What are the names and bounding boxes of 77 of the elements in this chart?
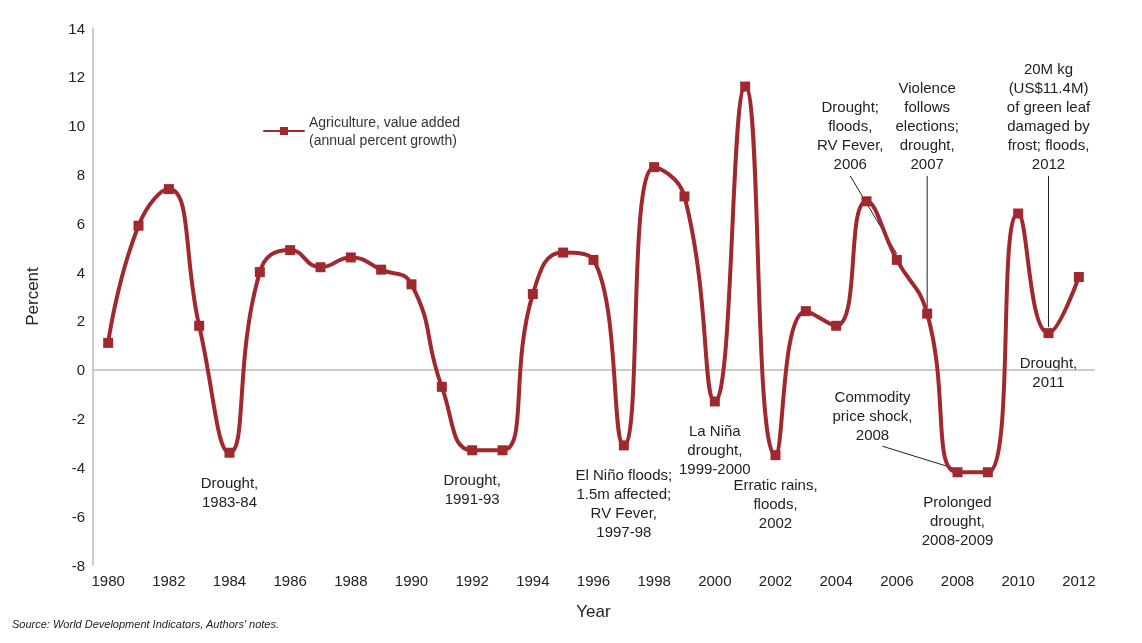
y-tick-label: -2	[71, 410, 85, 428]
point	[1043, 328, 1054, 339]
point	[497, 445, 508, 456]
point	[1073, 271, 1084, 282]
point	[740, 81, 751, 92]
point	[406, 279, 417, 290]
y-tick-label: -8	[71, 556, 85, 574]
x-tick-label: 2004	[819, 572, 853, 589]
point	[436, 381, 447, 392]
x-tick-label: 1988	[334, 572, 368, 589]
x-tick-label: 2012	[1062, 572, 1096, 589]
y-tick-label: 14	[68, 19, 85, 37]
y-tick-label: 6	[76, 214, 85, 232]
annotation: Drought, 1991-93	[443, 471, 501, 508]
point	[194, 320, 205, 331]
point	[254, 267, 265, 278]
annotation: 20M kg (US$11.4M) of green leaf damaged by frost; floods, 2012	[1006, 59, 1092, 172]
x-tick-label: 1982	[152, 572, 186, 589]
annotation: Violence follows elections; drought, 2007	[895, 78, 959, 172]
x-tick-label: 1980	[91, 572, 125, 589]
x-tick-label: 2006	[880, 572, 914, 589]
x-tick-label: 1996	[576, 572, 611, 589]
point	[952, 467, 963, 478]
x-tick-label: 1992	[455, 572, 489, 589]
point	[891, 254, 902, 265]
point	[1013, 208, 1024, 219]
x-tick-label: 2000	[698, 572, 732, 589]
point	[831, 320, 842, 331]
x-tick-label: 1986	[273, 572, 307, 589]
point	[467, 445, 478, 456]
x-tick-label: 2002	[758, 572, 793, 589]
x-tick-label: 2008	[940, 572, 975, 589]
annotation: Drought, 2011	[1019, 354, 1078, 391]
source-note: Source: World Development Indicators, Authors' notes.	[12, 617, 280, 630]
y-tick-label: 2	[76, 312, 85, 330]
annotation: Prolonged drought, 2008-2009	[921, 493, 994, 549]
y-tick-label: 12	[68, 68, 85, 86]
y-tick-label: 10	[68, 117, 85, 135]
point	[224, 447, 235, 458]
point	[527, 289, 538, 300]
point	[588, 254, 599, 265]
x-tick-label: 1998	[637, 572, 671, 589]
point	[649, 162, 660, 173]
x-tick-label: 1984	[212, 572, 247, 589]
point	[103, 337, 114, 348]
annotation: Drought, 1983-84	[200, 473, 259, 510]
point	[982, 467, 993, 478]
y-axis-title: Percent	[23, 266, 42, 326]
point	[922, 308, 933, 319]
y-tick-label: -6	[71, 507, 85, 525]
y-tick-label: 0	[76, 361, 85, 379]
annotation: Commodity price shock, 2008	[832, 388, 913, 444]
point	[345, 252, 356, 263]
point	[709, 396, 720, 407]
annotation: La Niña drought, 1999-2000	[678, 422, 751, 478]
annotation: Erratic rains, floods, 2002	[733, 476, 818, 532]
legend-label: Agriculture, value added (annual percent growth)	[309, 114, 464, 148]
y-tick-label: -4	[71, 458, 85, 476]
x-tick-label: 1990	[394, 572, 429, 589]
point	[770, 450, 781, 461]
point	[800, 306, 811, 317]
point	[133, 220, 144, 231]
point	[861, 196, 872, 207]
point	[679, 191, 690, 202]
annotation: El Niño floods; 1.5m affected; RV Fever, 1997-98	[575, 466, 673, 541]
y-tick-label: 4	[76, 263, 85, 281]
point	[163, 184, 174, 195]
point	[376, 264, 387, 275]
x-tick-label: 2010	[1001, 572, 1035, 589]
point	[558, 247, 569, 258]
annotation: Drought; floods, RV Fever, 2006	[817, 97, 884, 172]
point	[618, 440, 629, 451]
point	[315, 262, 326, 273]
x-tick-label: 1994	[516, 572, 550, 589]
y-tick-label: 8	[76, 165, 85, 183]
point	[285, 245, 296, 256]
x-axis-title: Year	[576, 602, 612, 621]
